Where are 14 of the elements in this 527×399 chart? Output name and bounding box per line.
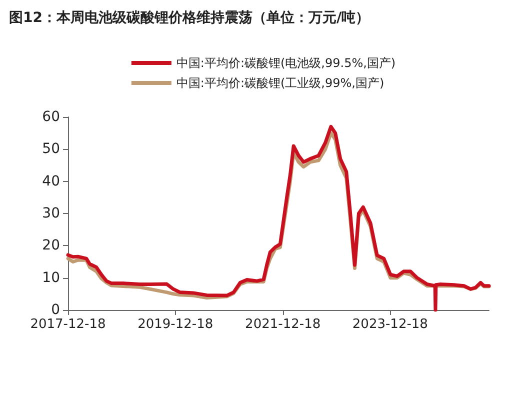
y-tick-label: 20 (42, 238, 60, 254)
legend-label: 中国:平均价:碳酸锂(工业级,99%,国产) (176, 76, 384, 90)
x-tick-label: 2023-12-18 (352, 317, 428, 332)
legend-label: 中国:平均价:碳酸锂(电池级,99.5%,国产) (176, 56, 396, 70)
y-tick-label: 10 (42, 270, 60, 286)
y-tick-label: 50 (42, 141, 60, 158)
y-tick-label: 60 (42, 109, 60, 125)
chart-title: 图12：本周电池级碳酸锂价格维持震荡（单位：万元/吨） (9, 9, 370, 26)
x-tick-label: 2019-12-18 (138, 317, 214, 332)
y-tick-label: 0 (51, 302, 60, 318)
y-tick-label: 30 (42, 206, 60, 222)
y-tick-label: 40 (42, 173, 60, 190)
x-tick-label: 2017-12-18 (30, 317, 106, 332)
x-tick-label: 2021-12-18 (245, 317, 321, 332)
